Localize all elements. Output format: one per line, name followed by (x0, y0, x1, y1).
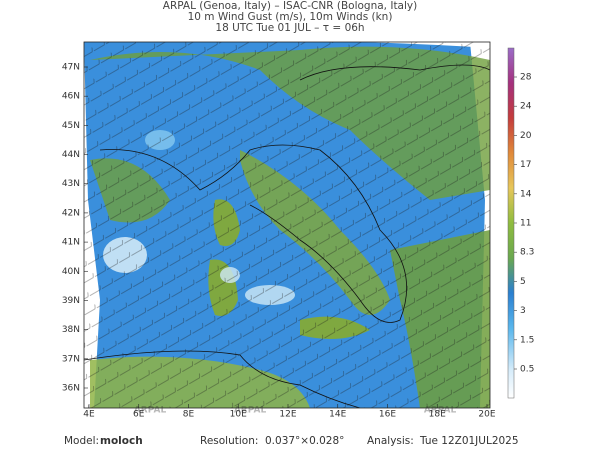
lat-label: 46N (62, 92, 80, 102)
lon-label: 6E (133, 410, 145, 420)
lon-label: 14E (329, 410, 346, 420)
title-line: 18 UTC Tue 01 JUL – τ = 06h (215, 22, 364, 34)
header: ARPAL (Genoa, Italy) – ISAC-CNR (Bologna… (163, 0, 417, 34)
lat-label: 47N (62, 63, 80, 73)
lat-label: 42N (62, 208, 80, 218)
footer-model: moloch (100, 435, 143, 447)
colorbar-label: 28 (520, 73, 532, 83)
colorbar (507, 47, 515, 399)
footer-resolution: 0.037°×0.028° (265, 435, 344, 447)
lon-label: 4E (83, 410, 95, 420)
watermarks: ARPAL ARPAL ARPAL (134, 406, 457, 416)
lat-label: 40N (62, 267, 80, 277)
lon-label: 12E (279, 410, 296, 420)
lon-label: 20E (478, 410, 495, 420)
colorbar-label: 24 (520, 102, 532, 112)
footer-resolution-label: Resolution: (200, 435, 258, 447)
lon-label: 16E (379, 410, 396, 420)
lon-label: 8E (183, 410, 195, 420)
lon-label: 18E (429, 410, 446, 420)
colorbar-ticks: 0.5 1.5 3 5 8.3 11 14 17 20 24 28 (514, 73, 534, 375)
colorbar-label: 14 (520, 189, 532, 199)
lat-label: 43N (62, 179, 80, 189)
colorbar-label: 17 (520, 160, 531, 170)
map (84, 42, 490, 408)
lat-labels: 47N 46N 45N 44N 43N 42N 41N 40N 39N 38N 37N 36N (62, 63, 88, 394)
lat-label: 44N (62, 150, 80, 160)
lat-label: 38N (62, 325, 80, 335)
lon-labels: 4E 6E 8E 10E 12E 14E 16E 18E 20E (83, 404, 496, 420)
title-line: ARPAL (Genoa, Italy) – ISAC-CNR (Bologna… (163, 0, 417, 12)
watermark: ARPAL (134, 406, 167, 416)
title-line: 10 m Wind Gust (m/s), 10m Winds (kn) (188, 11, 393, 23)
watermark: ARPAL (234, 406, 267, 416)
lat-label: 41N (62, 238, 80, 248)
footer-model-label: Model: (64, 435, 99, 447)
colorbar-label: 1.5 (520, 335, 534, 345)
colorbar-label: 11 (520, 219, 531, 229)
map-frame (83, 41, 491, 409)
footer-analysis-label: Analysis: (367, 435, 414, 447)
footer: Model: moloch Resolution: 0.037°×0.028° Anal… (64, 435, 519, 447)
lat-label: 45N (62, 121, 80, 131)
colorbar-label: 3 (520, 306, 526, 316)
lon-label: 10E (230, 410, 247, 420)
colorbar-label: 8.3 (520, 248, 534, 258)
lat-label: 37N (62, 354, 80, 364)
colorbar-label: 20 (520, 131, 532, 141)
watermark: ARPAL (424, 406, 457, 416)
lat-label: 36N (62, 384, 80, 394)
footer-analysis: Tue 12Z01JUL2025 (419, 435, 519, 447)
lat-label: 39N (62, 296, 80, 306)
colorbar-label: 5 (520, 277, 526, 287)
colorbar-label: 0.5 (520, 365, 534, 375)
